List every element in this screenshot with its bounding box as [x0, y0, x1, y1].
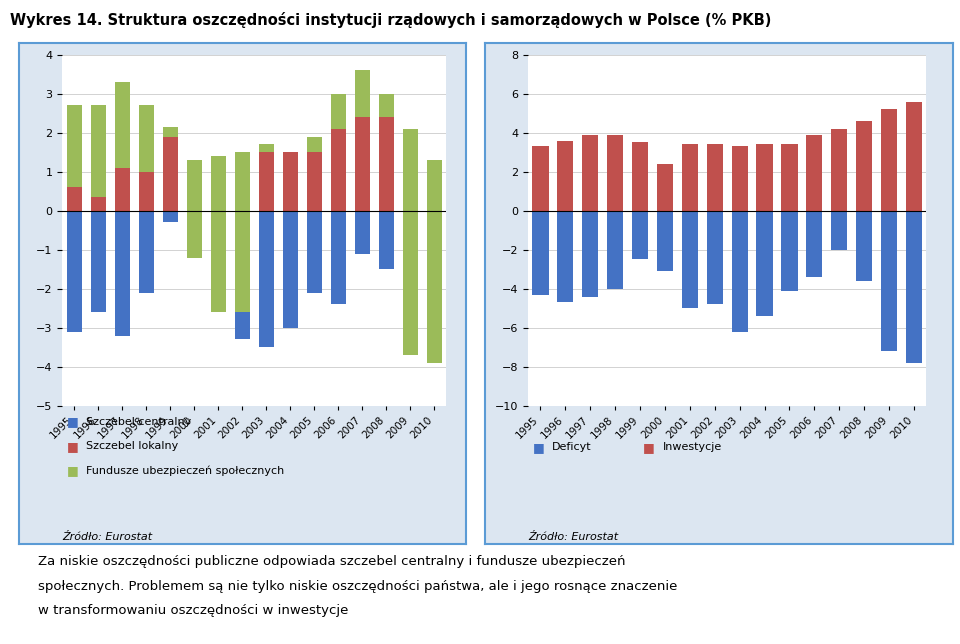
Text: Inwestycje: Inwestycje [662, 442, 722, 453]
Bar [806, 135, 823, 211]
Bar [682, 211, 698, 308]
Bar [426, 211, 443, 347]
Text: Źródło: Eurostat: Źródło: Eurostat [62, 532, 153, 542]
Text: Źródło: Eurostat: Źródło: Eurostat [528, 532, 618, 542]
Bar [402, 129, 419, 355]
Bar [114, 82, 131, 168]
Bar [330, 129, 347, 211]
Bar [732, 146, 748, 211]
Bar [138, 106, 155, 172]
Bar [66, 211, 83, 332]
Bar [582, 211, 598, 296]
Bar [186, 211, 203, 230]
Bar [557, 211, 573, 303]
Bar [330, 211, 347, 305]
Text: Szczebel centralny: Szczebel centralny [86, 417, 192, 427]
Text: Deficyt: Deficyt [552, 442, 591, 453]
Bar [330, 94, 347, 129]
Bar [66, 106, 83, 187]
Text: Fundusze ubezpieczeń społecznych: Fundusze ubezpieczeń społecznych [86, 466, 285, 476]
Text: ■: ■ [533, 441, 544, 454]
Bar [607, 135, 623, 211]
Bar [632, 211, 648, 260]
Bar [306, 211, 323, 292]
Bar [781, 144, 798, 211]
Bar [234, 211, 251, 339]
Bar [138, 172, 155, 211]
Bar [831, 129, 848, 211]
Bar [707, 211, 723, 305]
Bar [756, 144, 773, 211]
Bar [707, 144, 723, 211]
Bar [756, 211, 773, 316]
Bar [234, 152, 251, 312]
Text: ■: ■ [67, 415, 79, 428]
Bar [906, 211, 922, 363]
Bar [426, 160, 443, 363]
Bar [354, 211, 371, 254]
Bar [806, 211, 823, 277]
Text: ■: ■ [643, 441, 655, 454]
Text: ■: ■ [67, 440, 79, 453]
Bar [282, 211, 299, 328]
Bar [607, 211, 623, 289]
Bar [186, 160, 203, 211]
Bar [426, 160, 443, 211]
Bar [258, 152, 275, 211]
Bar [90, 106, 107, 197]
Bar [210, 211, 227, 308]
Bar [378, 117, 395, 211]
Bar [138, 211, 155, 292]
Bar [533, 146, 548, 211]
Bar [162, 127, 179, 137]
Bar [582, 135, 598, 211]
Bar [632, 142, 648, 211]
Bar [732, 211, 748, 332]
Bar [90, 211, 107, 312]
Bar [557, 140, 573, 211]
Bar [186, 160, 203, 258]
Bar [657, 211, 673, 271]
Text: w transformowaniu oszczędności w inwestycje: w transformowaniu oszczędności w inwesty… [38, 604, 348, 617]
Bar [210, 156, 227, 312]
Text: społecznych. Problemem są nie tylko niskie oszczędności państwa, ale i jego rosn: społecznych. Problemem są nie tylko nisk… [38, 580, 678, 592]
Bar [378, 211, 395, 269]
Bar [906, 102, 922, 211]
Bar [306, 152, 323, 211]
Bar [856, 211, 873, 281]
Bar [258, 211, 275, 347]
Bar [354, 117, 371, 211]
Bar [402, 129, 419, 211]
Bar [234, 152, 251, 211]
Bar [282, 152, 299, 211]
Bar [378, 94, 395, 117]
Bar [354, 70, 371, 117]
Bar [831, 211, 848, 250]
Bar [258, 144, 275, 152]
Bar [114, 211, 131, 336]
Text: Szczebel lokalny: Szczebel lokalny [86, 441, 179, 451]
Bar [90, 197, 107, 211]
Bar [210, 156, 227, 211]
Bar [856, 121, 873, 211]
Bar [162, 211, 179, 222]
Text: ■: ■ [67, 464, 79, 477]
Bar [682, 144, 698, 211]
Bar [781, 211, 798, 290]
Bar [881, 109, 898, 211]
Bar [114, 168, 131, 211]
Text: Wykres 14. Struktura oszczędności instytucji rządowych i samorządowych w Polsce : Wykres 14. Struktura oszczędności instyt… [10, 12, 771, 28]
Bar [533, 211, 548, 294]
Bar [306, 137, 323, 152]
Bar [881, 211, 898, 351]
Bar [657, 164, 673, 211]
Bar [402, 211, 419, 308]
Text: Za niskie oszczędności publiczne odpowiada szczebel centralny i fundusze ubezpie: Za niskie oszczędności publiczne odpowia… [38, 555, 626, 568]
Bar [162, 137, 179, 211]
Bar [66, 187, 83, 211]
